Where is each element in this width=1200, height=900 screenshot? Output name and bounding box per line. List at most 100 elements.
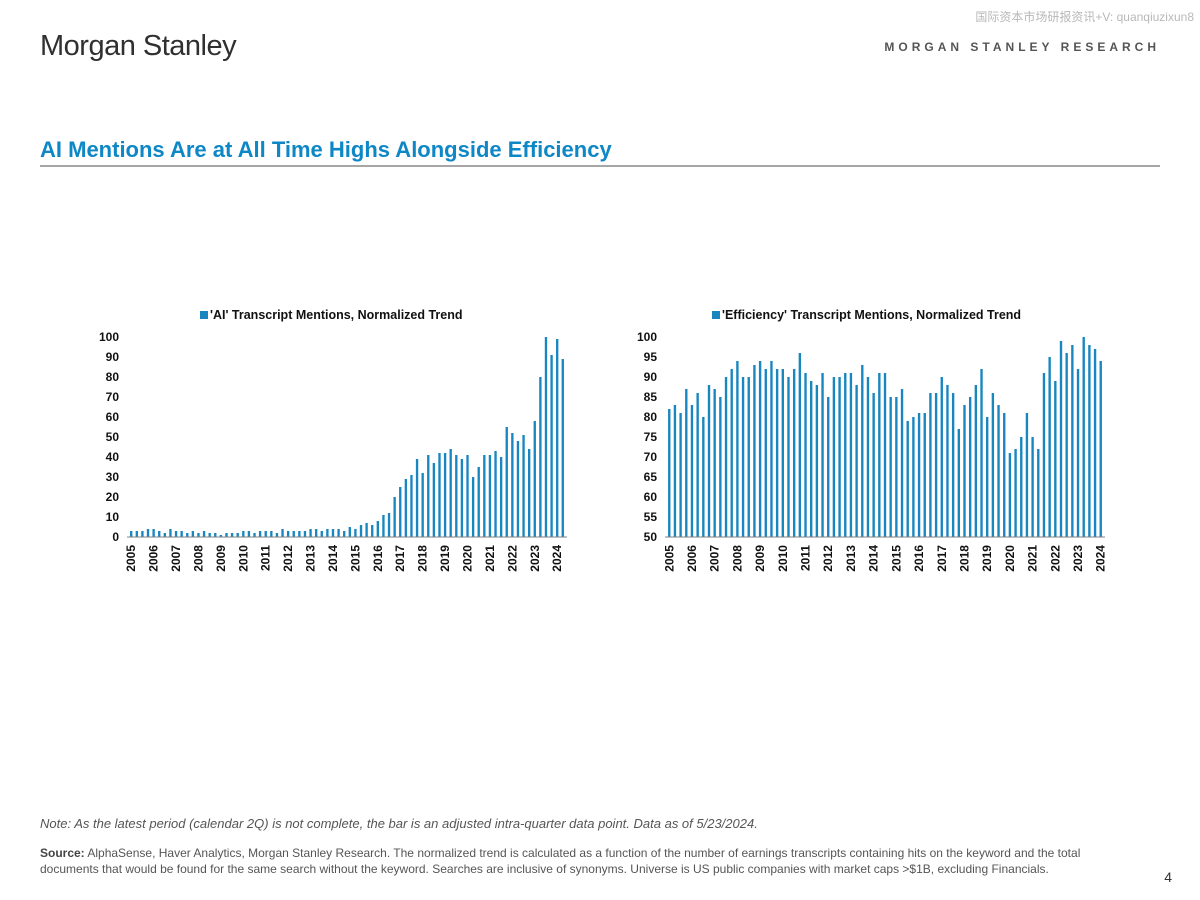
- efficiency-mentions-chart: 'Efficiency' Transcript Mentions, Normal…: [637, 308, 1108, 572]
- chart2-x-tick-label: 2006: [685, 545, 699, 572]
- chart2-bar: [775, 369, 779, 537]
- chart2-bar: [696, 393, 699, 537]
- chart2-bar: [730, 369, 733, 537]
- chart1-bar: [258, 531, 262, 537]
- chart2-y-tick-label: 75: [644, 430, 658, 444]
- chart2-bar: [1048, 357, 1051, 537]
- chart1-bar: [169, 529, 172, 537]
- chart2-x-tick-label: 2018: [957, 545, 971, 572]
- chart2-bar: [929, 393, 932, 537]
- chart2-bar: [1082, 337, 1085, 537]
- chart2-bar: [883, 373, 887, 537]
- chart1-bar: [522, 435, 525, 537]
- chart2-bar: [940, 377, 943, 537]
- chart1-bar: [130, 531, 133, 537]
- chart1-bar: [225, 533, 228, 537]
- chart2-bar: [741, 377, 745, 537]
- chart2-bar: [866, 377, 870, 537]
- chart1-y-tick-label: 0: [112, 530, 119, 544]
- chart1-bar: [438, 453, 441, 537]
- chart2-y-tick-label: 65: [644, 470, 658, 484]
- chart2-bar: [946, 385, 949, 537]
- chart1-x-tick-label: 2023: [528, 545, 542, 572]
- chart1-x-tick-label: 2005: [124, 545, 138, 572]
- chart2-bar: [974, 385, 978, 537]
- chart1-y-tick-label: 100: [99, 330, 119, 344]
- chart2-bar: [980, 369, 983, 537]
- chart1-x-tick-label: 2024: [550, 545, 564, 572]
- chart2-bar: [997, 405, 1000, 537]
- chart1-bar: [432, 463, 436, 537]
- chart2-bar: [821, 373, 824, 537]
- source-label: Source:: [40, 846, 85, 860]
- chart1-bar: [230, 533, 234, 537]
- chart2-x-tick-label: 2012: [821, 545, 835, 572]
- research-label: MORGAN STANLEY RESEARCH: [884, 40, 1160, 54]
- chart2-y-tick-label: 80: [644, 410, 658, 424]
- chart1-x-tick-label: 2022: [505, 545, 519, 572]
- chart2-x-tick-label: 2005: [662, 545, 676, 572]
- chart2-bar: [1008, 453, 1012, 537]
- chart1-bar: [146, 529, 150, 537]
- chart1-bar: [348, 527, 351, 537]
- title-divider: [40, 165, 1160, 167]
- chart2-bar: [707, 385, 711, 537]
- chart1-x-tick-label: 2014: [326, 545, 340, 572]
- chart1-y-tick-label: 70: [106, 390, 120, 404]
- chart2-bar: [804, 373, 807, 537]
- chart1-x-tick-label: 2013: [304, 545, 318, 572]
- chart1-bar: [382, 515, 385, 537]
- chart1-y-tick-label: 40: [106, 450, 120, 464]
- source-text: AlphaSense, Haver Analytics, Morgan Stan…: [40, 846, 1081, 876]
- chart1-bar: [180, 531, 183, 537]
- chart2-y-tick-label: 60: [644, 490, 658, 504]
- chart1-bar: [242, 531, 245, 537]
- chart1-bar: [477, 467, 480, 537]
- chart1-bar: [152, 529, 155, 537]
- chart2-y-tick-label: 95: [644, 350, 658, 364]
- chart2-bar: [1076, 369, 1080, 537]
- chart2-bar: [815, 385, 819, 537]
- chart2-bar: [855, 385, 858, 537]
- chart2-bar: [668, 409, 671, 537]
- chart2-y-tick-label: 85: [644, 390, 658, 404]
- chart1-bar: [135, 531, 138, 537]
- chart2-bar: [724, 377, 728, 537]
- chart1-x-tick-label: 2017: [393, 545, 407, 572]
- chart2-bar: [747, 377, 750, 537]
- chart1-bar: [292, 531, 295, 537]
- chart1-bar: [247, 531, 251, 537]
- chart1-bar: [471, 477, 475, 537]
- chart1-x-tick-label: 2011: [259, 545, 273, 571]
- chart1-bar: [158, 531, 161, 537]
- chart1-x-tick-label: 2016: [371, 545, 385, 572]
- chart1-bar: [561, 359, 564, 537]
- chart1-y-tick-label: 60: [106, 410, 120, 424]
- chart1-bar: [371, 525, 374, 537]
- chart2-x-tick-label: 2015: [889, 545, 903, 572]
- chart2-bar: [685, 389, 688, 537]
- chart1-bar: [186, 533, 189, 537]
- page-title: AI Mentions Are at All Time Highs Alongs…: [40, 137, 612, 162]
- chart2-bar: [753, 365, 756, 537]
- chart2-bar: [889, 397, 892, 537]
- chart2-bar: [679, 413, 682, 537]
- chart1-x-tick-label: 2007: [169, 545, 183, 572]
- chart1-bar: [483, 455, 486, 537]
- chart2-bar: [991, 393, 995, 537]
- chart1-bar: [303, 531, 307, 537]
- chart2-bar: [781, 369, 784, 537]
- chart2-bar: [1014, 449, 1017, 537]
- chart2-x-tick-label: 2010: [776, 545, 790, 572]
- chart1-bar: [488, 455, 492, 537]
- chart1-bar: [455, 455, 458, 537]
- chart2-x-tick-label: 2017: [935, 545, 949, 572]
- chart1-bar: [460, 459, 464, 537]
- chart2-y-tick-label: 90: [644, 370, 658, 384]
- chart1-bar: [208, 533, 211, 537]
- chart1-bar: [505, 427, 508, 537]
- chart1-bar: [421, 473, 424, 537]
- chart1-x-tick-label: 2019: [438, 545, 452, 572]
- chart2-x-tick-label: 2014: [867, 545, 881, 572]
- chart2-bar: [895, 397, 898, 537]
